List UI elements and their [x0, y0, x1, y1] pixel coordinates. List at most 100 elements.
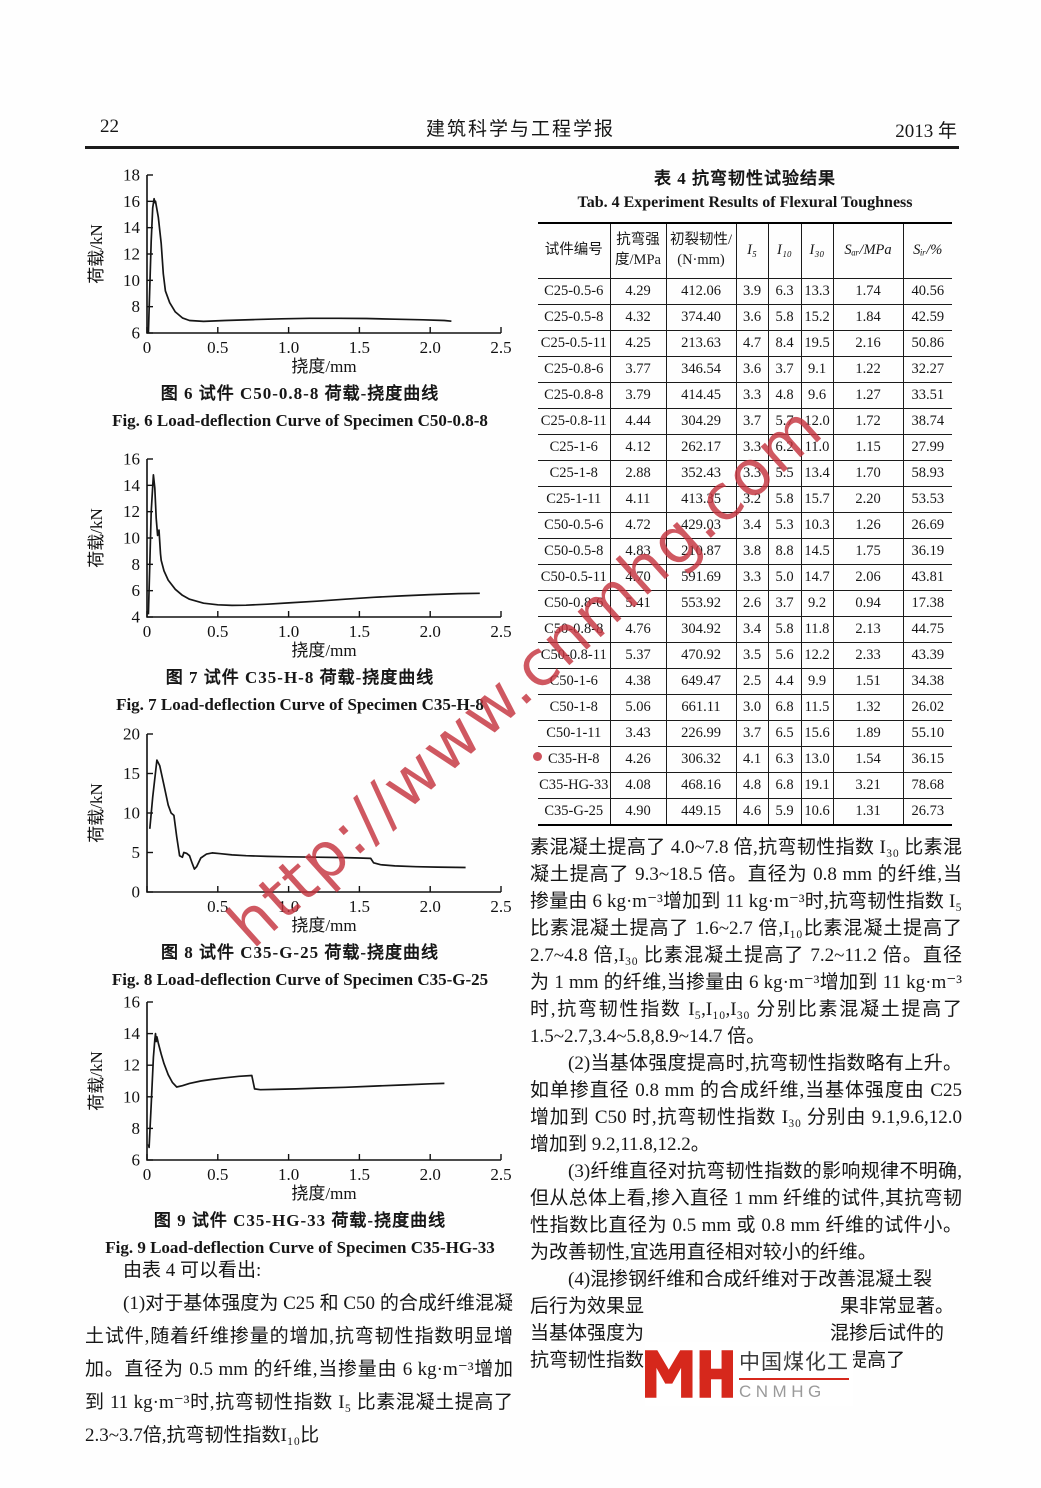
- svg-text:6: 6: [132, 324, 141, 343]
- table-cell: 3.21: [832, 772, 904, 799]
- svg-text:10: 10: [123, 271, 140, 290]
- table-cell: 3.8: [735, 538, 769, 565]
- table-cell: 11.8: [800, 616, 834, 643]
- table-cell: 3.3: [735, 434, 769, 461]
- table-cell: 3.77: [609, 356, 667, 383]
- figure-9-block: 6 8 10 12 14 16 0 0.5 1.0 1.5 2.0 2.5 荷载/kN 挠度/mm 图 9…: [85, 990, 515, 1258]
- table-cell: 5.3: [767, 512, 802, 539]
- table-cell: 8.8: [767, 538, 802, 565]
- table-row: C25-0.8-8 3.79 414.45 3.3 4.8 9.6 1.27 33.51: [538, 382, 952, 409]
- col-sir: Sᵢᵣ/%: [902, 222, 952, 279]
- table-cell: 4.12: [609, 434, 667, 461]
- table-cell: 26.69: [902, 512, 952, 539]
- svg-text:0: 0: [143, 622, 152, 641]
- table-cell: 352.43: [665, 460, 737, 487]
- svg-text:1.5: 1.5: [349, 897, 370, 916]
- table-cell: 13.4: [800, 460, 834, 487]
- table-cell: 2.20: [832, 486, 904, 513]
- cnmhg-logo-cn: 中国煤化工: [739, 1346, 849, 1380]
- table-cell: 13.3: [800, 278, 834, 305]
- table-cell: 3.0: [735, 694, 769, 721]
- table-cell: C50-1-8: [538, 694, 611, 721]
- table-row: C50-1-11 3.43 226.99 3.7 6.5 15.6 1.89 55.10: [538, 720, 952, 747]
- table-row: C25-1-11 4.11 413.35 3.2 5.8 15.7 2.20 53.53: [538, 486, 952, 513]
- table-cell: 2.6: [735, 590, 769, 617]
- table-cell: 4.83: [609, 538, 667, 565]
- table-cell: 32.27: [902, 356, 952, 383]
- svg-text:2.0: 2.0: [420, 897, 441, 916]
- table-cell: 304.92: [665, 616, 737, 643]
- table-cell: C25-0.5-11: [538, 330, 611, 357]
- table-cell: 11.5: [800, 694, 834, 721]
- col-sar: Sₐᵣ/MPa: [832, 222, 904, 279]
- table-cell: 1.31: [832, 798, 904, 826]
- p4-line3-left: 当基体强度为: [530, 1323, 645, 1344]
- table-cell: 15.6: [800, 720, 834, 747]
- table-row: C25-1-8 2.88 352.43 3.3 5.5 13.4 1.70 58.93: [538, 460, 952, 487]
- table-cell: 213.63: [665, 330, 737, 357]
- table-cell: 78.68: [902, 772, 952, 799]
- table-cell: 9.2: [800, 590, 834, 617]
- table-row: C50-0.5-11 4.70 591.69 3.3 5.0 14.7 2.06 43.81: [538, 564, 952, 591]
- svg-text:荷载/kN: 荷载/kN: [87, 1051, 106, 1111]
- table-cell: 13.0: [800, 746, 834, 773]
- svg-text:0: 0: [143, 338, 152, 357]
- logo-gap: [644, 1338, 830, 1339]
- svg-text:荷载/kN: 荷载/kN: [87, 783, 106, 843]
- svg-text:0.5: 0.5: [207, 897, 228, 916]
- table-row: C25-0.5-8 4.32 374.40 3.6 5.8 15.2 1.84 42.59: [538, 304, 952, 331]
- table-cell: 44.75: [902, 616, 952, 643]
- table-cell: 3.6: [735, 304, 769, 331]
- table-cell: 14.7: [800, 564, 834, 591]
- table-cell: 413.35: [665, 486, 737, 513]
- table-cell: 5.0: [767, 564, 802, 591]
- table-cell: 1.51: [832, 668, 904, 695]
- toughness-table: 试件编号 抗弯强 度/MPa 初裂韧性/ (N·mm) I₅ I₁₀ I₃₀ S…: [538, 222, 952, 826]
- svg-text:2.5: 2.5: [490, 1165, 511, 1184]
- table-cell: 649.47: [665, 668, 737, 695]
- table-cell: 9.1: [800, 356, 834, 383]
- table-cell: 591.69: [665, 564, 737, 591]
- table-cell: 11.0: [800, 434, 834, 461]
- table-cell: 4.8: [767, 382, 802, 409]
- table-cell: 3.3: [735, 564, 769, 591]
- table-cell: 3.5: [735, 642, 769, 669]
- table-cell: 34.38: [902, 668, 952, 695]
- p4-line3-right: 混掺后试件的: [830, 1323, 945, 1344]
- col-specimen: 试件编号: [538, 222, 611, 279]
- table-cell: 4.32: [609, 304, 667, 331]
- table-cell: 449.15: [665, 798, 737, 826]
- table-cell: 4.4: [767, 668, 802, 695]
- table-cell: 3.7: [767, 590, 802, 617]
- table-cell: 6.3: [767, 746, 802, 773]
- table-cell: 414.45: [665, 382, 737, 409]
- table-cell: C25-0.5-8: [538, 304, 611, 331]
- table-cell: 6.8: [767, 772, 802, 799]
- table-cell: 4.38: [609, 668, 667, 695]
- table-cell: 3.79: [609, 382, 667, 409]
- table-cell: 1.89: [832, 720, 904, 747]
- table-cell: 58.93: [902, 460, 952, 487]
- figure-7-block: 4 6 8 10 12 14 16 0 0.5 1.0 1.5 2.0 2.5 荷载/kN 挠度/mm 图 …: [85, 447, 515, 715]
- table-cell: 43.39: [902, 642, 952, 669]
- table-cell: 2.06: [832, 564, 904, 591]
- svg-text:挠度/mm: 挠度/mm: [291, 916, 356, 934]
- table-cell: 553.92: [665, 590, 737, 617]
- table-cell: 4.70: [609, 564, 667, 591]
- table-cell: C50-0.5-11: [538, 564, 611, 591]
- svg-text:14: 14: [123, 218, 141, 237]
- table-cell: 4.25: [609, 330, 667, 357]
- table-cell: 661.11: [665, 694, 737, 721]
- table-row: C50-0.5-8 4.83 210.87 3.8 8.8 14.5 1.75 36.19: [538, 538, 952, 565]
- svg-text:1.0: 1.0: [278, 897, 299, 916]
- table-row: C50-0.5-6 4.72 429.03 3.4 5.3 10.3 1.26 26.69: [538, 512, 952, 539]
- table-cell: 262.17: [665, 434, 737, 461]
- table-cell: 50.86: [902, 330, 952, 357]
- paragraph-3: (3)纤维直径对抗弯韧性指数的影响规律不明确,但从总体上看,掺入直径 1 mm …: [530, 1161, 962, 1263]
- table-cell: 3.3: [735, 382, 769, 409]
- table-row: C25-0.5-6 4.29 412.06 3.9 6.3 13.3 1.74 40.56: [538, 278, 952, 305]
- table-cell: 36.19: [902, 538, 952, 565]
- figure-6-block: 6 8 10 12 14 16 18 0 0.5 1.0 1.5 2.0 2.5 荷载/kN 挠度/mm 图…: [85, 163, 515, 431]
- table-cell: 42.59: [902, 304, 952, 331]
- paragraph-4-line3: 当基体强度为 混掺后试件的: [530, 1320, 962, 1347]
